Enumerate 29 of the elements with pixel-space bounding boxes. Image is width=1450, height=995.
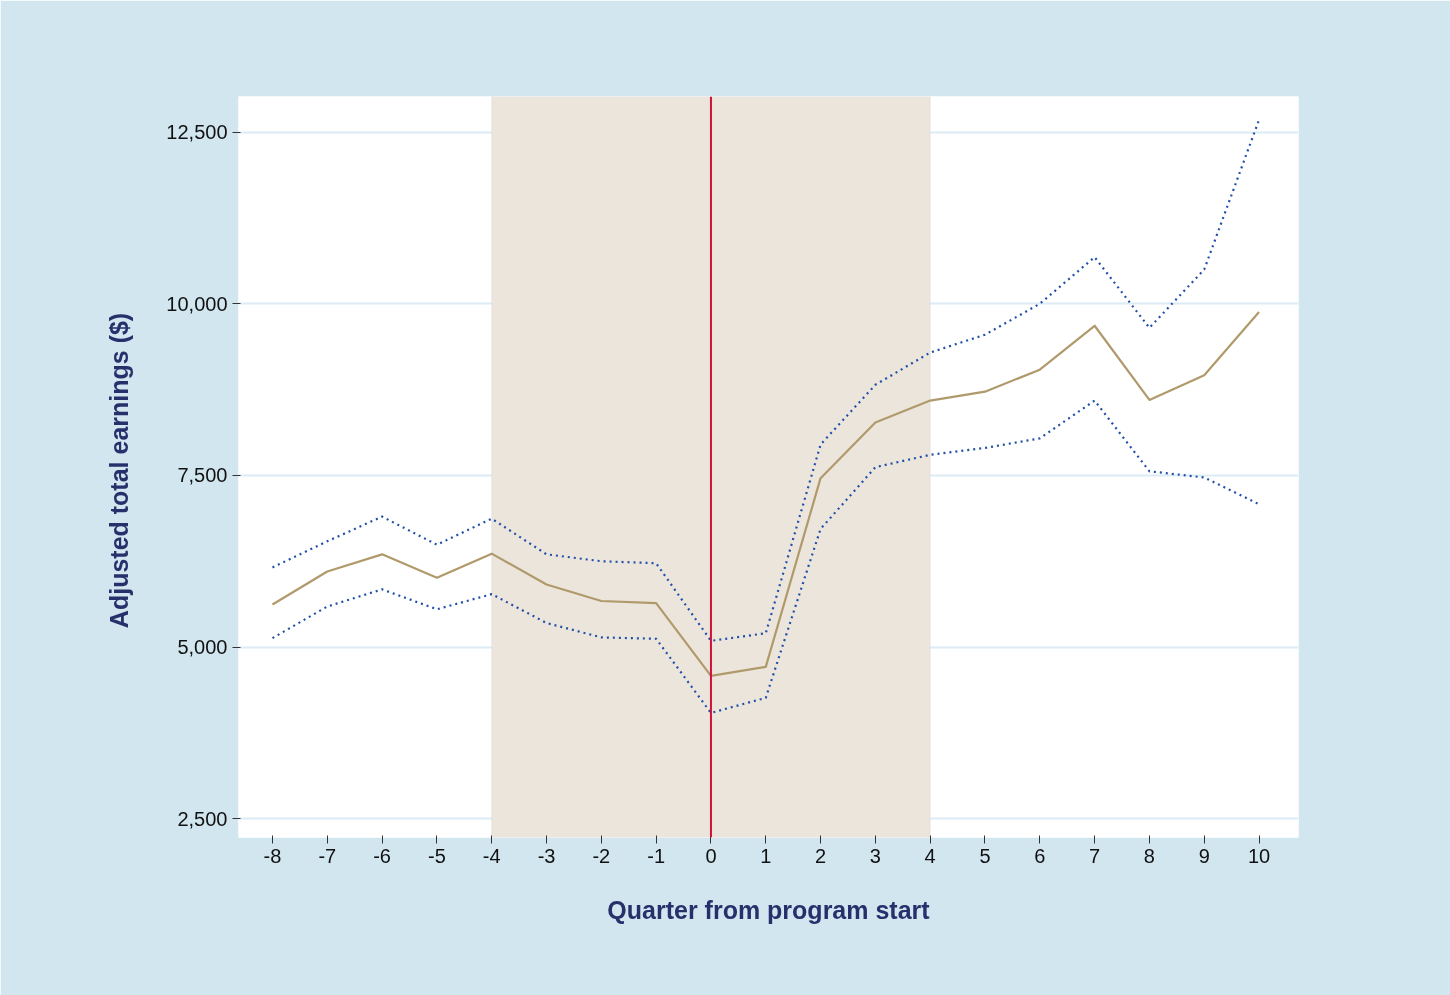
- x-tick-label: 1: [760, 844, 772, 867]
- x-tick-label: -1: [647, 844, 666, 867]
- x-tick-label: 4: [924, 844, 936, 867]
- x-axis-title: Quarter from program start: [607, 895, 931, 924]
- y-axis-title: Adjusted total earnings ($): [105, 312, 134, 629]
- x-tick-label: -6: [373, 844, 391, 867]
- y-tick-label: 12,500: [166, 121, 228, 144]
- x-tick-label: 7: [1089, 844, 1101, 867]
- line-series: [271, 118, 1261, 642]
- line-series: [271, 399, 1261, 715]
- y-tick-label: 5,000: [177, 636, 228, 659]
- y-tick-label: 10,000: [166, 292, 228, 315]
- x-tick-label: 3: [869, 844, 881, 867]
- x-tick-label: -4: [482, 844, 501, 867]
- line-series: [271, 310, 1261, 677]
- y-tick-label: 7,500: [177, 464, 228, 487]
- x-tick-label: -7: [318, 844, 337, 867]
- x-tick-label: 10: [1247, 844, 1271, 867]
- x-tick-label: 5: [979, 844, 991, 867]
- x-tick-label: -3: [537, 844, 556, 867]
- x-tick-label: 0: [705, 844, 717, 867]
- y-tick-label: 2,500: [177, 807, 228, 830]
- x-tick-label: -5: [428, 844, 446, 867]
- x-tick-label: 8: [1143, 844, 1155, 867]
- x-tick-label: -2: [592, 844, 611, 867]
- x-tick-label: 9: [1198, 844, 1210, 867]
- x-tick-label: 6: [1034, 844, 1046, 867]
- x-tick-label: 2: [815, 844, 827, 867]
- x-tick-label: -8: [263, 844, 282, 867]
